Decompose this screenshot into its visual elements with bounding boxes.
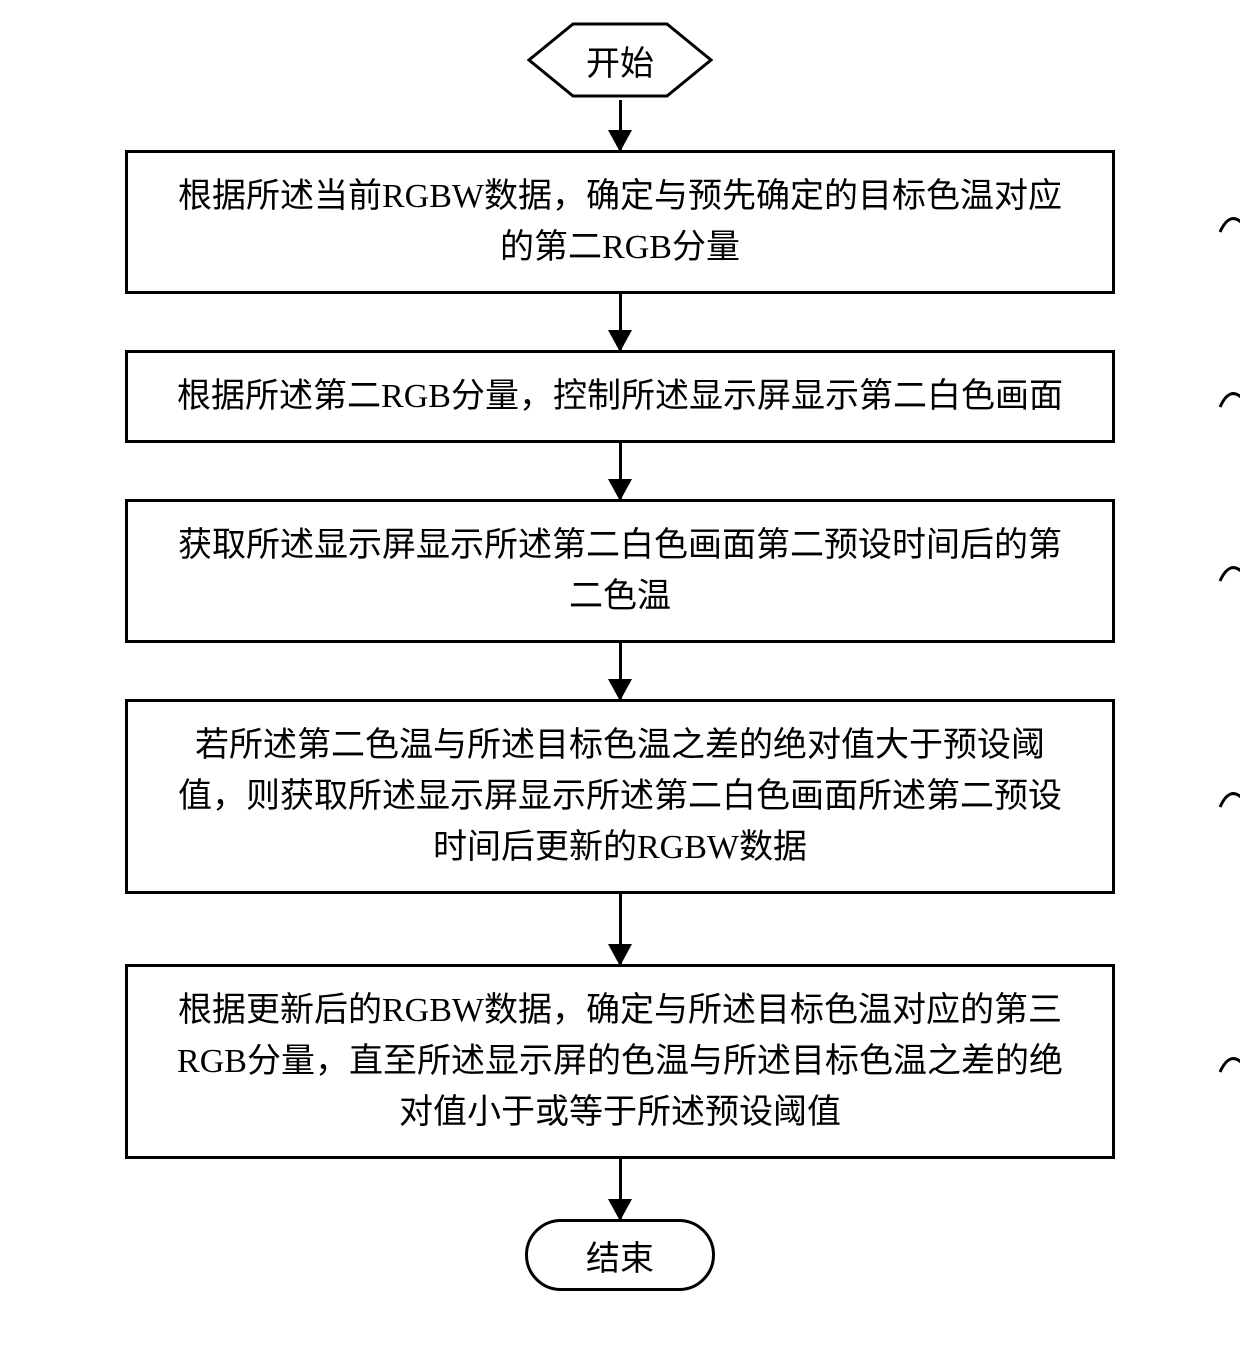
- step-label-1033: 1033: [1218, 551, 1240, 591]
- start-label: 开始: [525, 20, 715, 100]
- process-wrap-1033: 获取所述显示屏显示所述第二白色画面第二预设时间后的第二色温 1033: [50, 499, 1190, 643]
- flowchart-container: 开始 根据所述当前RGBW数据，确定与预先确定的目标色温对应的第二RGB分量 1…: [50, 20, 1190, 1291]
- process-box-1033: 获取所述显示屏显示所述第二白色画面第二预设时间后的第二色温: [125, 499, 1115, 643]
- process-wrap-1034: 若所述第二色温与所述目标色温之差的绝对值大于预设阈值，则获取所述显示屏显示所述第…: [50, 699, 1190, 894]
- arrow-to-step-1031: [619, 100, 622, 150]
- process-box-1031: 根据所述当前RGBW数据，确定与预先确定的目标色温对应的第二RGB分量: [125, 150, 1115, 294]
- step-label-1034: 1034: [1218, 777, 1240, 817]
- arrow-to-step-1033: [619, 443, 622, 499]
- step-label-1035: 1035: [1218, 1042, 1240, 1082]
- arrow-to-step-1034: [619, 643, 622, 699]
- step-label-1031: 1031: [1218, 202, 1240, 242]
- arrow-to-step-1032: [619, 294, 622, 350]
- process-box-1032: 根据所述第二RGB分量，控制所述显示屏显示第二白色画面: [125, 350, 1115, 443]
- steps-container: 根据所述当前RGBW数据，确定与预先确定的目标色温对应的第二RGB分量 1031…: [50, 100, 1190, 1159]
- end-terminator: 结束: [525, 1219, 715, 1291]
- start-terminator: 开始: [525, 20, 715, 100]
- process-box-1034: 若所述第二色温与所述目标色温之差的绝对值大于预设阈值，则获取所述显示屏显示所述第…: [125, 699, 1115, 894]
- step-label-1032: 1032: [1218, 377, 1240, 417]
- arrow-to-end: [619, 1159, 622, 1219]
- process-wrap-1035: 根据更新后的RGBW数据，确定与所述目标色温对应的第三RGB分量，直至所述显示屏…: [50, 964, 1190, 1159]
- arrow-to-step-1035: [619, 894, 622, 964]
- end-label: 结束: [586, 1231, 654, 1280]
- process-wrap-1032: 根据所述第二RGB分量，控制所述显示屏显示第二白色画面 1032: [50, 350, 1190, 443]
- process-box-1035: 根据更新后的RGBW数据，确定与所述目标色温对应的第三RGB分量，直至所述显示屏…: [125, 964, 1115, 1159]
- process-wrap-1031: 根据所述当前RGBW数据，确定与预先确定的目标色温对应的第二RGB分量 1031: [50, 150, 1190, 294]
